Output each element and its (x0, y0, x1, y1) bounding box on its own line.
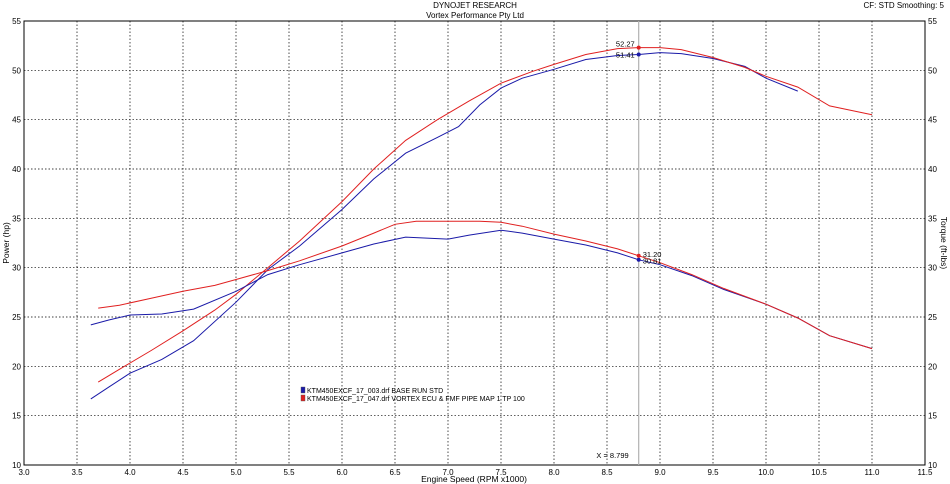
y-tick-label: 10 (12, 461, 21, 470)
y-tick-label: 20 (12, 362, 21, 371)
x-tick-label: 11.0 (865, 468, 881, 477)
cursor-label: X = 8.799 (596, 451, 628, 460)
x-tick-label: 5.0 (230, 468, 242, 477)
x-tick-label: 7.5 (495, 468, 507, 477)
x-tick-labels: 3.0 3.5 4.0 4.5 5.0 5.5 6.0 6.5 7.0 7.5 8.0 8.5 9.0 9… (18, 468, 933, 477)
y-tick-label-right: 25 (928, 313, 937, 322)
x-tick-label: 3.5 (71, 468, 83, 477)
x-tick-label: 3.0 (18, 468, 30, 477)
y-tick-label: 45 (12, 116, 21, 125)
legend: KTM450EXCF_17_003.drf BASE RUN STDKTM450… (300, 386, 525, 403)
x-tick-label: 9.0 (654, 468, 666, 477)
y-tick-label: 30 (12, 264, 21, 273)
shop-title: Vortex Performance Pty Ltd (426, 11, 524, 20)
y-tick-labels-left: 10 15 20 25 30 35 40 45 50 55 (12, 17, 21, 470)
cursor-value-label: 31.20 (643, 250, 662, 259)
x-tick-label: 9.5 (707, 468, 719, 477)
company-title: DYNOJET RESEARCH (433, 1, 517, 10)
y-axis-label-right: Torque (ft-lbs) (939, 217, 949, 270)
grid-lines (24, 21, 925, 465)
y-tick-label-right: 40 (928, 165, 937, 174)
x-tick-label: 6.5 (389, 468, 401, 477)
settings-text: CF: STD Smoothing: 5 (863, 1, 944, 10)
cursor-value-label: 52.27 (616, 40, 635, 49)
legend-label: KTM450EXCF_17_047.drf VORTEX ECU & FMF P… (307, 396, 525, 403)
y-tick-label-right: 50 (928, 66, 937, 75)
series-line-torque-vortex (98, 220, 873, 350)
y-tick-labels-right: 10 15 20 25 30 35 40 45 50 55 (928, 17, 937, 470)
y-tick-label-right: 15 (928, 412, 937, 421)
x-tick-label: 10.0 (758, 468, 774, 477)
x-axis-label: Engine Speed (RPM x1000) (421, 474, 527, 484)
cursor-marker (636, 253, 641, 258)
y-tick-label: 15 (12, 412, 21, 421)
y-tick-label-right: 10 (928, 461, 937, 470)
x-tick-label: 5.5 (283, 468, 295, 477)
legend-swatch (300, 394, 306, 402)
y-tick-label-right: 35 (928, 214, 937, 223)
series-line-torque-base (90, 229, 873, 350)
y-tick-label: 40 (12, 165, 21, 174)
x-tick-label: 10.5 (811, 468, 827, 477)
legend-label: KTM450EXCF_17_003.drf BASE RUN STD (307, 388, 443, 395)
y-tick-label: 55 (12, 17, 21, 26)
x-tick-label: 8.0 (548, 468, 560, 477)
cursor-marker (636, 257, 641, 262)
series-group (90, 47, 873, 400)
x-tick-label: 4.5 (177, 468, 189, 477)
x-tick-label: 8.5 (601, 468, 613, 477)
y-tick-label-right: 45 (928, 116, 937, 125)
series-line-power-base (90, 52, 798, 400)
x-tick-label: 4.0 (124, 468, 136, 477)
y-tick-label: 50 (12, 66, 21, 75)
y-tick-label-right: 30 (928, 264, 937, 273)
y-tick-label-right: 20 (928, 362, 937, 371)
legend-swatch (300, 386, 306, 394)
plot-area (23, 20, 926, 466)
x-tick-label: 7.0 (442, 468, 454, 477)
x-tick-label: 11.5 (918, 468, 934, 477)
x-tick-label: 6.0 (336, 468, 348, 477)
cursor-marker (636, 52, 641, 57)
y-axis-label-left: Power (hp) (1, 222, 11, 264)
y-tick-label-right: 55 (928, 17, 937, 26)
cursor-value-label: 30.81 (643, 257, 662, 266)
series-line-power-vortex (97, 47, 873, 383)
cursor-value-label: 51.41 (616, 51, 635, 60)
cursor-marker (636, 45, 641, 50)
y-tick-label: 35 (12, 214, 21, 223)
y-tick-label: 25 (12, 313, 21, 322)
